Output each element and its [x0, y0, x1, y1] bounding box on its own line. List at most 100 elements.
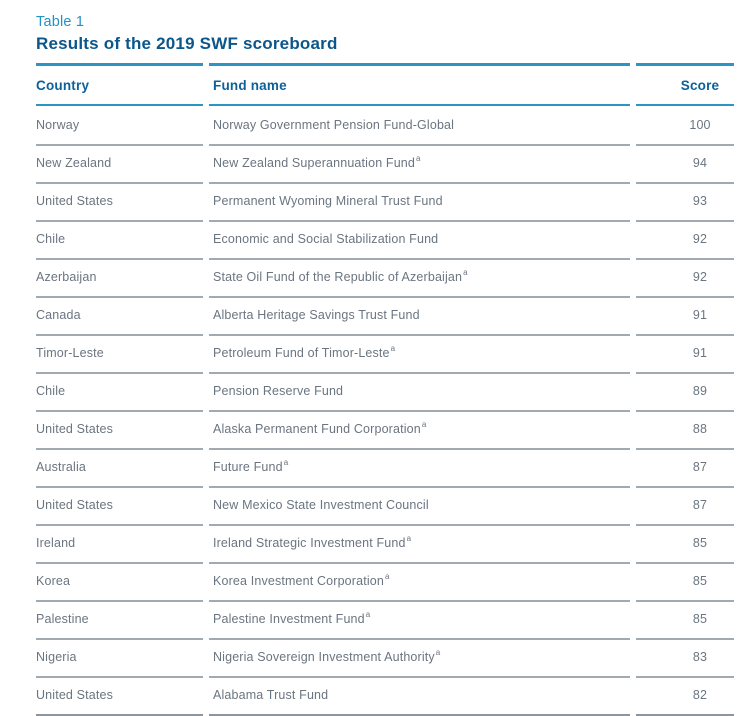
score-value: 92: [692, 232, 708, 246]
country-text: Australia: [36, 460, 86, 474]
fund-name-cell: Future Fund a: [209, 448, 630, 488]
country-text: Chile: [36, 232, 66, 246]
score-value: 91: [692, 308, 708, 322]
table-row: Azerbaijan State Oil Fund of the Republi…: [36, 258, 734, 298]
country-cell: Chile: [36, 220, 203, 260]
fund-name-cell: Nigeria Sovereign Investment Authority a: [209, 638, 630, 678]
fund-name-text: Ireland Strategic Investment Fund: [213, 536, 406, 550]
fund-name-cell: Alberta Heritage Savings Trust Fund: [209, 296, 630, 336]
score-cell: 100: [636, 106, 734, 146]
table-row: Australia Future Fund a 87: [36, 448, 734, 488]
score-cell: 87: [636, 486, 734, 526]
table-row: Nigeria Nigeria Sovereign Investment Aut…: [36, 638, 734, 678]
rule-segment: [209, 63, 630, 66]
score-cell: 85: [636, 600, 734, 640]
column-header-country: Country: [36, 77, 90, 93]
table-header-rule: [36, 104, 734, 106]
country-cell: Chile: [36, 372, 203, 412]
score-cell: 85: [636, 562, 734, 602]
score-cell: 82: [636, 676, 734, 716]
table-container: Table 1 Results of the 2019 SWF scoreboa…: [36, 0, 734, 716]
score-value: 85: [692, 574, 708, 588]
country-text: Chile: [36, 384, 66, 398]
fund-name-cell: State Oil Fund of the Republic of Azerba…: [209, 258, 630, 298]
country-text: New Zealand: [36, 156, 112, 170]
country-text: Timor-Leste: [36, 346, 104, 360]
fund-name-text: New Zealand Superannuation Fund: [213, 156, 416, 170]
fund-name-cell: Pension Reserve Fund: [209, 372, 630, 412]
fund-name-cell: Korea Investment Corporation a: [209, 562, 630, 602]
score-value: 94: [692, 156, 708, 170]
footnote-marker: a: [283, 458, 289, 467]
fund-name-cell: Economic and Social Stabilization Fund: [209, 220, 630, 260]
score-value: 82: [692, 688, 708, 702]
country-text: Azerbaijan: [36, 270, 97, 284]
score-value: 88: [692, 422, 708, 436]
table-row: Canada Alberta Heritage Savings Trust Fu…: [36, 296, 734, 336]
table-row: Palestine Palestine Investment Fund a 85: [36, 600, 734, 640]
country-cell: United States: [36, 676, 203, 716]
fund-name-text: Alaska Permanent Fund Corporation: [213, 422, 421, 436]
score-value: 100: [689, 118, 711, 132]
rule-segment: [636, 63, 734, 66]
country-text: United States: [36, 688, 113, 702]
fund-name-text: Palestine Investment Fund: [213, 612, 365, 626]
country-text: United States: [36, 194, 113, 208]
score-cell: 88: [636, 410, 734, 450]
country-cell: Azerbaijan: [36, 258, 203, 298]
table-body: Norway Norway Government Pension Fund-Gl…: [36, 106, 734, 716]
fund-name-text: Permanent Wyoming Mineral Trust Fund: [213, 194, 443, 208]
column-header-score: Score: [680, 77, 720, 93]
table-row: United States Alabama Trust Fund 82: [36, 676, 734, 716]
score-value: 87: [692, 460, 708, 474]
country-cell: United States: [36, 486, 203, 526]
score-cell: 89: [636, 372, 734, 412]
country-text: United States: [36, 498, 113, 512]
fund-name-text: Nigeria Sovereign Investment Authority: [213, 650, 435, 664]
fund-name-text: Pension Reserve Fund: [213, 384, 344, 398]
score-value: 89: [692, 384, 708, 398]
country-text: Ireland: [36, 536, 76, 550]
table-row: New Zealand New Zealand Superannuation F…: [36, 144, 734, 184]
country-cell: Norway: [36, 106, 203, 146]
table-row: Chile Economic and Social Stabilization …: [36, 220, 734, 260]
rule-segment: [36, 104, 203, 106]
fund-name-cell: New Zealand Superannuation Fund a: [209, 144, 630, 184]
country-cell: Timor-Leste: [36, 334, 203, 374]
column-header-fund-name: Fund name: [213, 77, 287, 93]
country-text: Palestine: [36, 612, 89, 626]
country-text: Norway: [36, 118, 80, 132]
country-cell: United States: [36, 182, 203, 222]
rule-segment: [36, 63, 203, 66]
score-value: 87: [692, 498, 708, 512]
table-row: Korea Korea Investment Corporation a 85: [36, 562, 734, 602]
fund-name-text: New Mexico State Investment Council: [213, 498, 429, 512]
country-cell: United States: [36, 410, 203, 450]
country-text: Canada: [36, 308, 81, 322]
score-value: 85: [692, 536, 708, 550]
footnote-marker: a: [463, 268, 468, 277]
fund-name-text: State Oil Fund of the Republic of Azerba…: [213, 270, 463, 284]
country-text: United States: [36, 422, 113, 436]
footnote-marker: a: [421, 420, 427, 429]
score-cell: 92: [636, 220, 734, 260]
country-cell: Korea: [36, 562, 203, 602]
table-row: Chile Pension Reserve Fund 89: [36, 372, 734, 412]
table-row: United States Alaska Permanent Fund Corp…: [36, 410, 734, 450]
score-cell: 91: [636, 296, 734, 336]
score-cell: 83: [636, 638, 734, 678]
fund-name-text: Economic and Social Stabilization Fund: [213, 232, 439, 246]
country-cell: Palestine: [36, 600, 203, 640]
footnote-marker: a: [435, 648, 441, 657]
country-cell: Nigeria: [36, 638, 203, 678]
fund-name-cell: Norway Government Pension Fund-Global: [209, 106, 630, 146]
footnote-marker: a: [416, 154, 421, 163]
fund-name-cell: Permanent Wyoming Mineral Trust Fund: [209, 182, 630, 222]
score-cell: 93: [636, 182, 734, 222]
score-value: 85: [692, 612, 708, 626]
fund-name-cell: Ireland Strategic Investment Fund a: [209, 524, 630, 564]
rule-segment: [209, 104, 630, 106]
footnote-marker: a: [365, 610, 371, 619]
footnote-marker: a: [384, 572, 390, 581]
